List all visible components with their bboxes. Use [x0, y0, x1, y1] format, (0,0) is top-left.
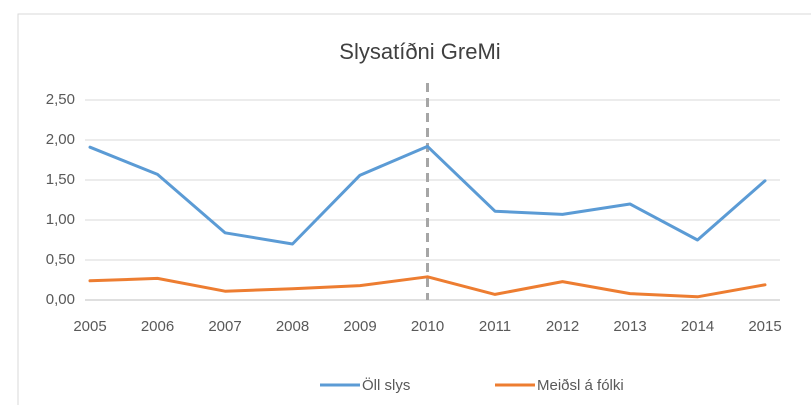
chart-frame — [17, 13, 811, 405]
y-tick-label: 0,00 — [46, 291, 75, 308]
chart-title: Slysatíðni GreMi — [339, 39, 500, 64]
series-line — [88, 144, 767, 246]
series-line — [88, 275, 767, 299]
y-tick-label: 1,50 — [46, 171, 75, 188]
y-tick-label: 1,00 — [46, 211, 75, 228]
x-tick-label: 2014 — [681, 318, 714, 335]
legend-label: Öll slys — [362, 376, 410, 394]
legend-label: Meiðsl á fólki — [537, 377, 624, 394]
x-tick-label: 2012 — [546, 318, 579, 335]
x-tick-label: 2006 — [141, 318, 174, 335]
x-tick-label: 2009 — [343, 318, 376, 335]
y-tick-label: 0,50 — [46, 251, 75, 268]
y-tick-label: 2,00 — [46, 131, 75, 148]
x-tick-label: 2015 — [748, 318, 781, 335]
x-tick-label: 2005 — [73, 318, 106, 335]
x-tick-label: 2007 — [208, 318, 241, 335]
x-tick-label: 2011 — [479, 318, 511, 335]
x-tick-label: 2010 — [411, 318, 444, 335]
x-tick-label: 2008 — [276, 318, 309, 335]
y-tick-label: 2,50 — [46, 91, 75, 108]
x-tick-label: 2013 — [613, 318, 646, 335]
